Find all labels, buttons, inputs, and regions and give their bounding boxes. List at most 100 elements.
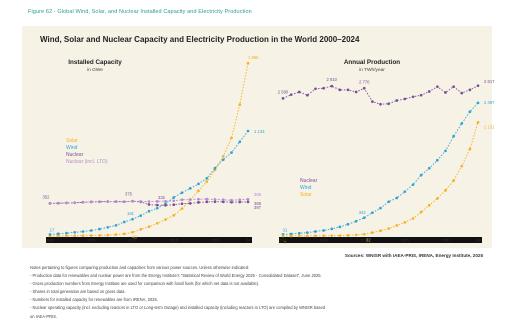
data-point: [230, 151, 233, 154]
data-label: 2 770: [359, 79, 370, 84]
figure-caption: Figure 62 - Global Wind, Solar, and Nucl…: [28, 9, 252, 15]
data-point: [230, 200, 233, 204]
data-point: [188, 187, 192, 190]
data-point: [131, 217, 134, 221]
data-point: [106, 233, 110, 237]
x-tick-label: 24: [476, 239, 480, 243]
data-point: [411, 95, 415, 99]
data-point: [131, 230, 134, 234]
data-point: [164, 203, 167, 207]
data-point: [73, 234, 77, 238]
data-point: [452, 134, 455, 138]
data-point: [56, 201, 60, 205]
notes-block: Notes pertaining to figures comparing pr…: [30, 264, 490, 321]
data-point: [289, 232, 293, 236]
legend-entry: Nuclear: [300, 178, 318, 184]
data-label: 2 580: [278, 89, 289, 94]
data-point: [114, 233, 118, 236]
data-point: [81, 234, 85, 237]
data-point: [180, 198, 184, 202]
data-point: [122, 232, 126, 236]
data-point: [330, 84, 334, 88]
data-label: 368: [254, 201, 262, 206]
panel-unit: in GWe: [87, 67, 103, 73]
data-point: [403, 190, 407, 194]
data-point: [230, 136, 233, 140]
data-label: 40: [132, 234, 137, 239]
data-point: [371, 211, 374, 215]
data-point: [221, 198, 225, 202]
data-point: [73, 230, 77, 234]
data-point: [246, 61, 250, 65]
data-point: [346, 222, 350, 226]
data-point: [238, 198, 242, 202]
data-point: [197, 189, 200, 193]
chart-panel: [22, 26, 492, 248]
data-point: [230, 198, 233, 202]
x-axis-band: [46, 237, 252, 243]
series-line: [282, 85, 479, 105]
data-point: [155, 203, 159, 207]
data-point: [419, 210, 423, 214]
data-label: 17: [50, 227, 55, 232]
data-point: [306, 234, 309, 238]
data-point: [246, 200, 250, 204]
data-point: [395, 99, 399, 102]
data-point: [314, 87, 317, 91]
data-label: 397: [254, 205, 262, 210]
data-point: [460, 164, 464, 168]
panel-unit: in TWh/year: [359, 67, 385, 73]
data-point: [155, 200, 159, 203]
source-line: Sources: WNISR with IAEA-PRIS, IRENA, En…: [344, 253, 483, 258]
data-label: 368: [254, 192, 262, 197]
data-point: [322, 229, 325, 232]
data-point: [468, 88, 472, 92]
legend-entry: Wind: [300, 185, 312, 191]
data-point: [155, 206, 159, 210]
data-point: [147, 225, 151, 229]
data-point: [147, 200, 151, 203]
data-point: [379, 102, 382, 106]
data-point: [246, 197, 250, 201]
data-point: [139, 214, 143, 217]
data-point: [147, 203, 151, 206]
data-label: 332: [158, 195, 166, 200]
x-tick-label: 2020: [442, 239, 450, 243]
data-point: [65, 201, 68, 205]
data-point: [246, 129, 250, 133]
data-point: [164, 199, 167, 203]
data-point: [330, 234, 334, 238]
note-line: - Gross production numbers from Energy I…: [30, 281, 260, 287]
data-point: [468, 110, 472, 114]
data-point: [306, 93, 309, 97]
data-point: [205, 200, 209, 204]
data-point: [114, 200, 118, 203]
data-point: [322, 234, 325, 238]
data-point: [403, 97, 407, 101]
data-point: [354, 233, 358, 237]
data-point: [371, 100, 374, 103]
legend-entry: Solar: [300, 192, 312, 198]
data-label: 1: [284, 240, 287, 245]
data-point: [106, 200, 110, 203]
data-label: 2 497: [484, 100, 495, 105]
data-point: [476, 84, 480, 88]
data-point: [147, 209, 151, 213]
data-point: [460, 122, 464, 125]
data-point: [387, 227, 390, 230]
data-point: [452, 85, 455, 89]
data-point: [314, 230, 317, 233]
data-point: [172, 203, 176, 207]
data-point: [452, 179, 455, 182]
data-point: [436, 158, 439, 162]
data-point: [379, 229, 382, 233]
data-point: [73, 201, 77, 205]
x-tick-label: 2015: [170, 239, 178, 243]
data-point: [346, 88, 350, 92]
data-point: [354, 219, 358, 223]
data-point: [411, 183, 415, 187]
data-label: 1 865: [248, 55, 259, 60]
data-point: [395, 224, 399, 227]
data-point: [139, 200, 143, 203]
data-point: [221, 200, 225, 204]
